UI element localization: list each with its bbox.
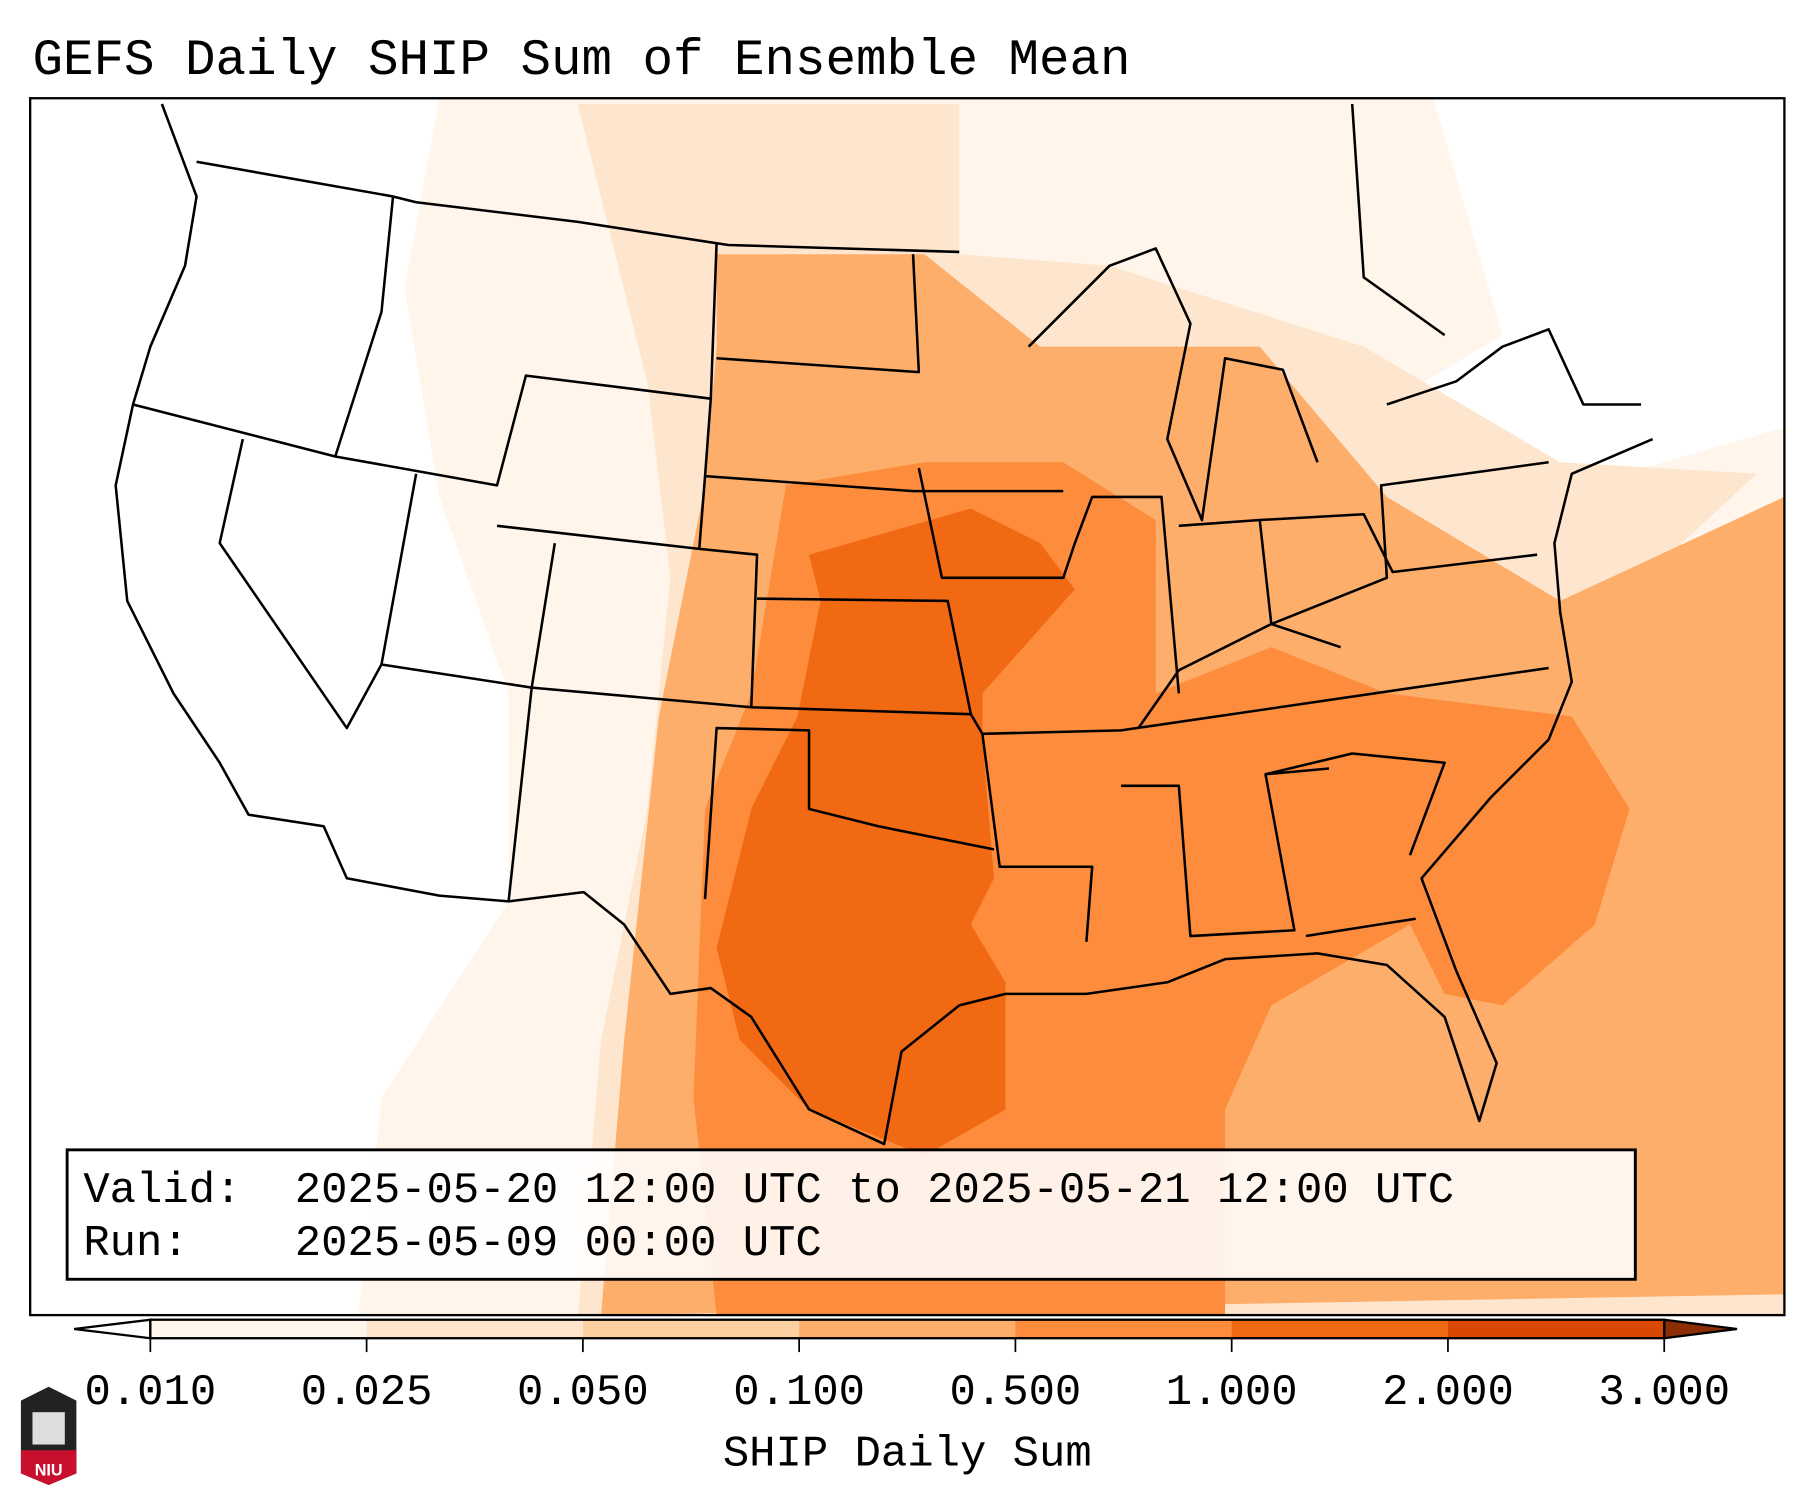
colorbar-segment xyxy=(1447,1319,1665,1339)
info-box: Valid: 2025-05-20 12:00 UTC to 2025-05-2… xyxy=(65,1148,1637,1281)
colorbar-tick-label: 0.100 xyxy=(733,1368,865,1418)
colorbar-segment xyxy=(1015,1319,1233,1339)
valid-label: Valid: xyxy=(83,1166,241,1216)
colorbar-under-triangle xyxy=(73,1318,152,1340)
colorbar-tick-label: 3.000 xyxy=(1598,1368,1730,1418)
colorbar-segment xyxy=(150,1319,368,1339)
colorbar-tick-label: 1.000 xyxy=(1166,1368,1298,1418)
colorbar-tick-label: 0.010 xyxy=(84,1368,216,1418)
colorbar-segment xyxy=(582,1319,800,1339)
map xyxy=(29,97,1786,1317)
colorbar-over-triangle xyxy=(1663,1318,1738,1340)
valid-value: 2025-05-20 12:00 UTC to 2025-05-21 12:00… xyxy=(295,1166,1454,1216)
page-title: GEFS Daily SHIP Sum of Ensemble Mean xyxy=(32,33,1130,90)
colorbar-segment xyxy=(799,1319,1016,1339)
colorbar-segment xyxy=(366,1319,584,1339)
colorbar: 0.010 0.025 0.050 0.100 0.500 1.000 2.000 3.000 xyxy=(73,1318,1738,1418)
state-boundaries xyxy=(114,103,1654,1146)
colorbar-label: SHIP Daily Sum xyxy=(723,1429,1092,1479)
niu-logo: NIU xyxy=(20,1386,77,1485)
run-label: Run: xyxy=(83,1219,188,1269)
map-frame xyxy=(29,97,1786,1317)
colorbar-outline xyxy=(149,1318,1666,1340)
field-level-1000 xyxy=(716,508,1075,1156)
colorbar-tick-label: 0.025 xyxy=(301,1368,433,1418)
niu-logo-text: NIU xyxy=(35,1462,63,1480)
colorbar-tick-label: 0.500 xyxy=(950,1368,1082,1418)
colorbar-tick-label: 0.050 xyxy=(517,1368,649,1418)
colorbar-tick-label: 2.000 xyxy=(1382,1368,1514,1418)
run-value: 2025-05-09 00:00 UTC xyxy=(295,1219,822,1269)
colorbar-segment xyxy=(1231,1319,1449,1339)
